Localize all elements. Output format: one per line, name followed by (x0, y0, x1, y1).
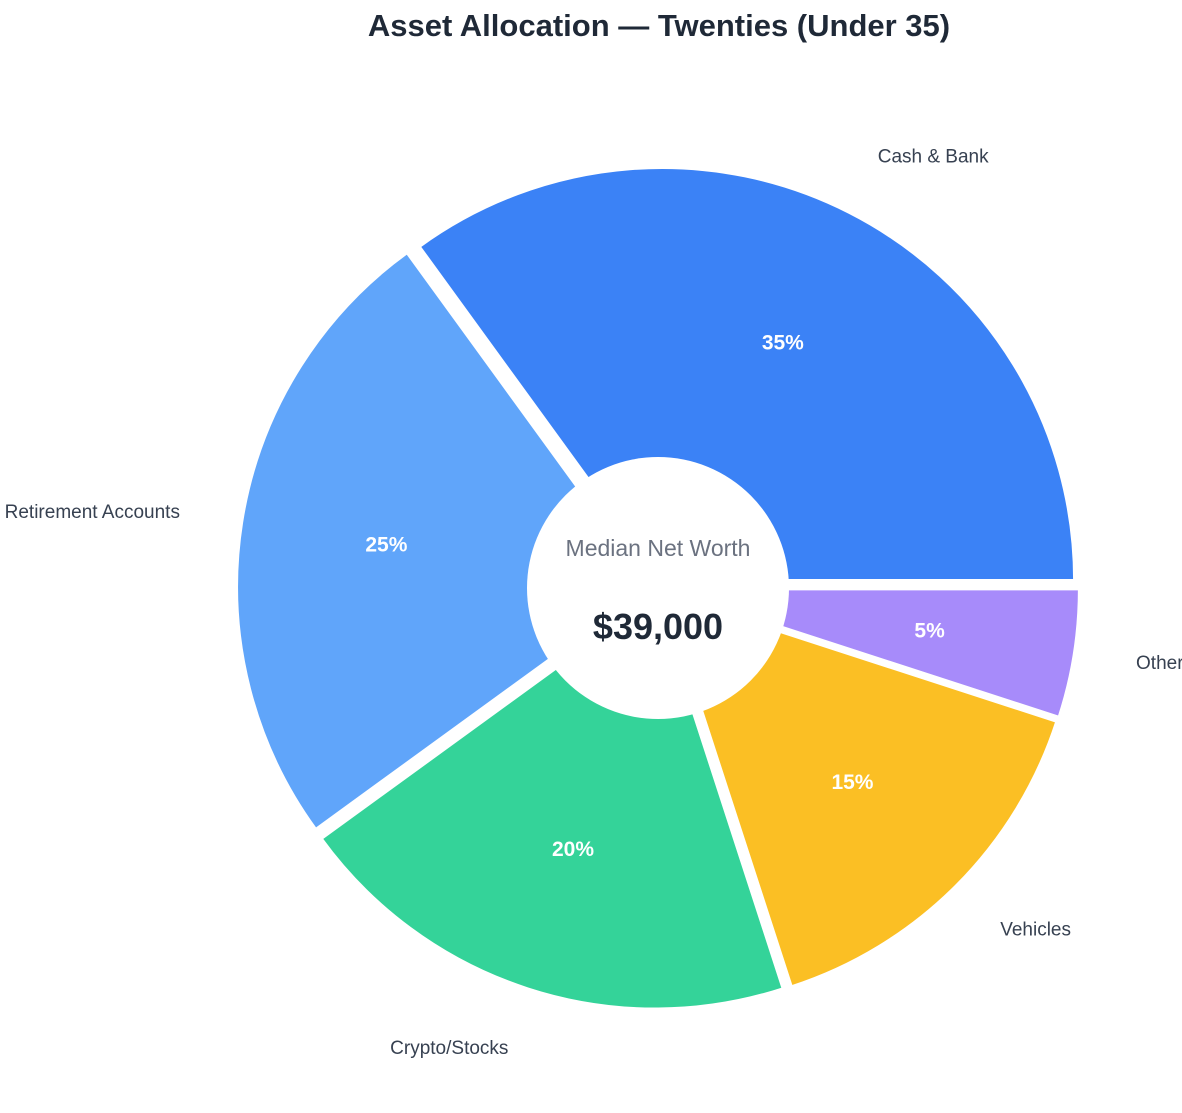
donut-hole (527, 457, 789, 719)
chart-title: Asset Allocation — Twenties (Under 35) (367, 8, 951, 43)
percent-label-cash-bank: 35% (762, 331, 804, 354)
category-label-cash-bank: Cash & Bank (878, 146, 989, 167)
category-label-vehicles: Vehicles (1000, 920, 1071, 941)
category-labels: Cash & Bank Retirement Accounts Crypto/Sto… (5, 146, 1182, 1059)
center-caption: Median Net Worth (566, 535, 751, 561)
percent-label-other: 5% (914, 620, 945, 643)
pie-slice-vehicles (662, 592, 1058, 988)
pie-slice-retirement-accounts (236, 251, 651, 831)
category-label-retirement-accounts: Retirement Accounts (5, 502, 180, 523)
percent-labels: 35% 25% 20% 15% 5% (365, 331, 945, 861)
percent-label-retirement-accounts: 25% (365, 533, 407, 556)
pie-slice-cash-bank (418, 167, 1076, 581)
category-label-other: Other (1136, 653, 1182, 674)
center-value: $39,000 (593, 606, 723, 647)
percent-label-vehicles: 15% (831, 771, 873, 794)
category-label-crypto-stocks: Crypto/Stocks (390, 1038, 508, 1059)
percent-label-crypto-stocks: 20% (552, 838, 594, 861)
